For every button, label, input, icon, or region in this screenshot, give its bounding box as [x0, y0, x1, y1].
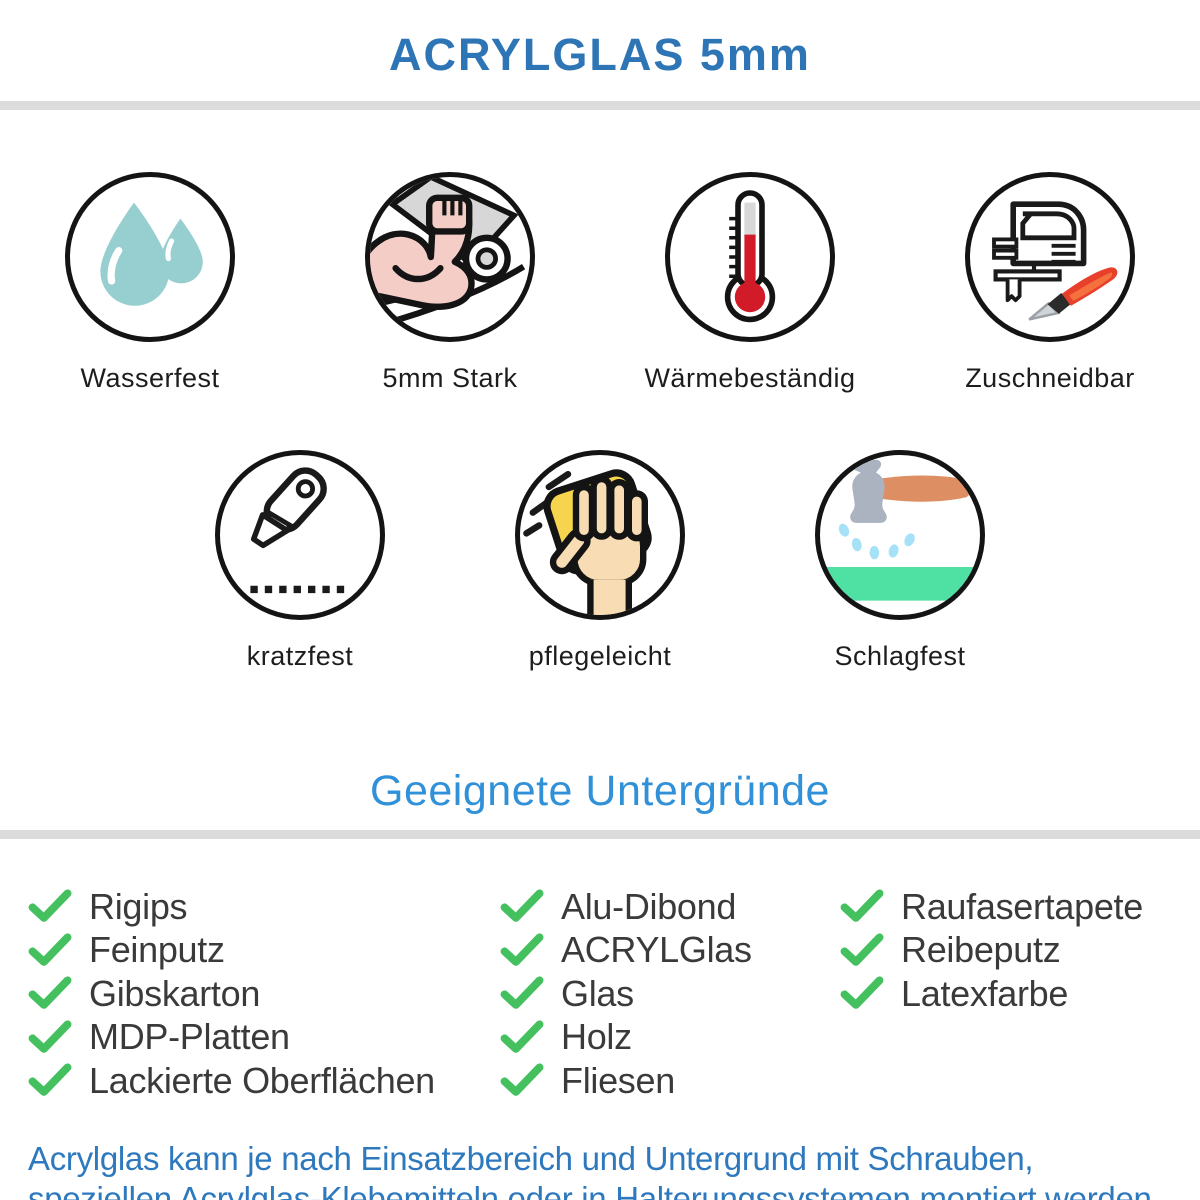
surfaces-list: Rigips Feinputz Gibskarton MDP-Platten L… [0, 885, 1200, 1103]
list-item: Holz [500, 1016, 840, 1060]
jigsaw-knife-icon [965, 172, 1135, 342]
feature-kratzfest: kratzfest [195, 450, 405, 672]
checkmark-icon [28, 976, 72, 1010]
surfaces-column-3: Raufasertapete Reibeputz Latexfarbe [840, 885, 1143, 1103]
checkmark-icon [840, 976, 884, 1010]
checkmark-icon [500, 976, 544, 1010]
surfaces-column-2: Alu-Dibond ACRYLGlas Glas Holz Fliesen [500, 885, 840, 1103]
checkmark-icon [28, 1063, 72, 1097]
feature-row-2: kratzfest [0, 450, 1200, 672]
list-item: Rigips [28, 885, 500, 929]
list-item: Raufasertapete [840, 885, 1143, 929]
surface-label: Rigips [89, 885, 188, 927]
feature-schlagfest: Schlagfest [795, 450, 1005, 672]
checkmark-icon [28, 1020, 72, 1053]
surfaces-column-1: Rigips Feinputz Gibskarton MDP-Platten L… [28, 885, 500, 1103]
list-item: Alu-Dibond [500, 885, 840, 929]
list-item: Reibeputz [840, 929, 1143, 973]
hammer-impact-icon [815, 450, 985, 620]
surface-label: Raufasertapete [901, 885, 1143, 927]
feature-label: Wärmebeständig [644, 363, 856, 393]
utility-knife-icon [215, 450, 385, 620]
surface-label: Holz [561, 1016, 632, 1058]
feature-wasserfest: Wasserfest [0, 172, 300, 394]
feature-zuschneidbar: Zuschneidbar [900, 172, 1200, 394]
list-item: Feinputz [28, 929, 500, 973]
feature-label: 5mm Stark [382, 363, 518, 393]
feature-waermebestaendig: Wärmebeständig [600, 172, 900, 394]
surfaces-heading: Geeignete Untergründe [370, 767, 830, 815]
surface-label: ACRYLGlas [561, 929, 752, 971]
feature-pflegeleicht: pflegeleicht [495, 450, 705, 672]
page-title: ACRYLGLAS 5mm [389, 29, 811, 80]
surface-label: Alu-Dibond [561, 885, 737, 927]
list-item: Lackierte Oberflächen [28, 1059, 500, 1103]
surface-label: Feinputz [89, 929, 225, 971]
surface-label: Fliesen [561, 1059, 675, 1101]
mounting-note-line1: Acrylglas kann je nach Einsatzbereich un… [28, 1139, 1034, 1177]
mounting-note: Acrylglas kann je nach Einsatzbereich un… [0, 1139, 1200, 1200]
water-drops-icon [65, 172, 235, 342]
wiping-hand-icon [515, 450, 685, 620]
list-item: MDP-Platten [28, 1016, 500, 1060]
feature-label: pflegeleicht [528, 641, 672, 671]
flexed-arm-roll-icon [365, 172, 535, 342]
surface-label: MDP-Platten [89, 1016, 290, 1058]
checkmark-icon [500, 889, 544, 923]
checkmark-icon [500, 1063, 544, 1097]
list-item: ACRYLGlas [500, 929, 840, 973]
feature-label: Zuschneidbar [965, 363, 1135, 393]
feature-row-1: Wasserfest 5mm Star [0, 172, 1200, 394]
surface-label: Gibskarton [89, 972, 261, 1014]
surface-label: Latexfarbe [901, 972, 1069, 1014]
mounting-note-line2: speziellen Acrylglas-Klebemitteln oder i… [28, 1179, 1161, 1200]
list-item: Gibskarton [28, 972, 500, 1016]
list-item: Latexfarbe [840, 972, 1143, 1016]
feature-label: Schlagfest [834, 641, 966, 671]
surface-label: Lackierte Oberflächen [89, 1059, 435, 1101]
feature-5mm-stark: 5mm Stark [300, 172, 600, 394]
checkmark-icon [840, 933, 884, 966]
thermometer-icon [665, 172, 835, 342]
list-item: Glas [500, 972, 840, 1016]
checkmark-icon [28, 889, 72, 923]
surface-label: Reibeputz [901, 929, 1061, 971]
checkmark-icon [840, 889, 884, 923]
checkmark-icon [500, 1020, 544, 1053]
feature-label: Wasserfest [80, 363, 220, 393]
list-item: Fliesen [500, 1059, 840, 1103]
surface-label: Glas [561, 972, 634, 1014]
divider-top [0, 101, 1200, 110]
checkmark-icon [28, 933, 72, 966]
checkmark-icon [500, 933, 544, 966]
divider-middle [0, 830, 1200, 839]
feature-label: kratzfest [246, 641, 354, 671]
